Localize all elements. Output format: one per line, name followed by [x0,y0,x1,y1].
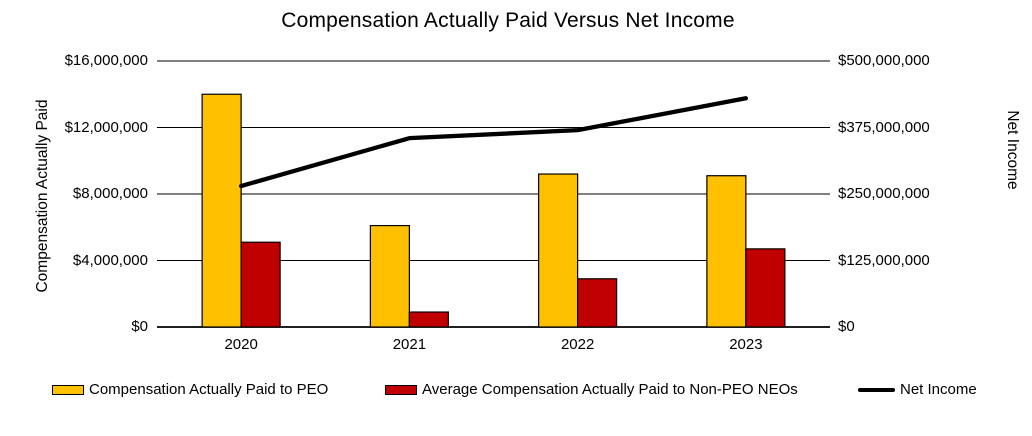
bar-peo-2020 [201,93,242,328]
right-axis-title: Net Income [1004,110,1021,190]
x-axis-label-2022: 2022 [560,336,595,353]
x-axis-label-2021: 2021 [392,336,427,353]
non-peo-bar-swatch-icon [385,384,417,395]
left-tick-label: $8,000,000 [72,185,148,202]
left-tick-label: $0 [131,318,148,335]
bar-non-peo-2023 [745,248,786,328]
right-tick-label: $250,000,000 [838,185,930,202]
bar-non-peo-2020 [240,241,281,328]
legend-item-non-peo: Average Compensation Actually Paid to No… [385,381,798,398]
x-axis-label-2023: 2023 [729,336,763,353]
x-axis-label-2020: 2020 [224,336,258,353]
left-tick-label: $4,000,000 [72,251,148,269]
bar-non-peo-2022 [577,278,618,328]
right-tick-label: $375,000,000 [838,118,930,136]
bar-peo-2021 [369,224,410,328]
net-income-line-swatch-icon [858,387,895,392]
right-tick-label: $0 [838,318,855,335]
left-tick-label: $12,000,000 [64,118,148,136]
peo-bar-swatch-icon [52,384,84,395]
bar-peo-2022 [538,173,579,328]
bar-non-peo-2021 [408,311,449,328]
legend: Compensation Actually Paid to PEO Averag… [0,381,1032,401]
chart-title: Compensation Actually Paid Versus Net In… [281,9,735,32]
legend-label-peo: Compensation Actually Paid to PEO [89,381,329,398]
legend-label-non-peo: Average Compensation Actually Paid to No… [422,381,798,398]
left-axis-title: Compensation Actually Paid [34,99,51,293]
right-tick-label: $500,000,000 [838,52,930,69]
left-tick-label: $16,000,000 [64,52,148,69]
legend-item-net-income: Net Income [858,381,977,398]
bar-peo-2023 [706,175,747,328]
right-tick-label: $125,000,000 [838,251,930,269]
legend-item-peo: Compensation Actually Paid to PEO [52,381,328,398]
net-income-line [238,96,749,189]
legend-label-net-income: Net Income [900,381,977,398]
